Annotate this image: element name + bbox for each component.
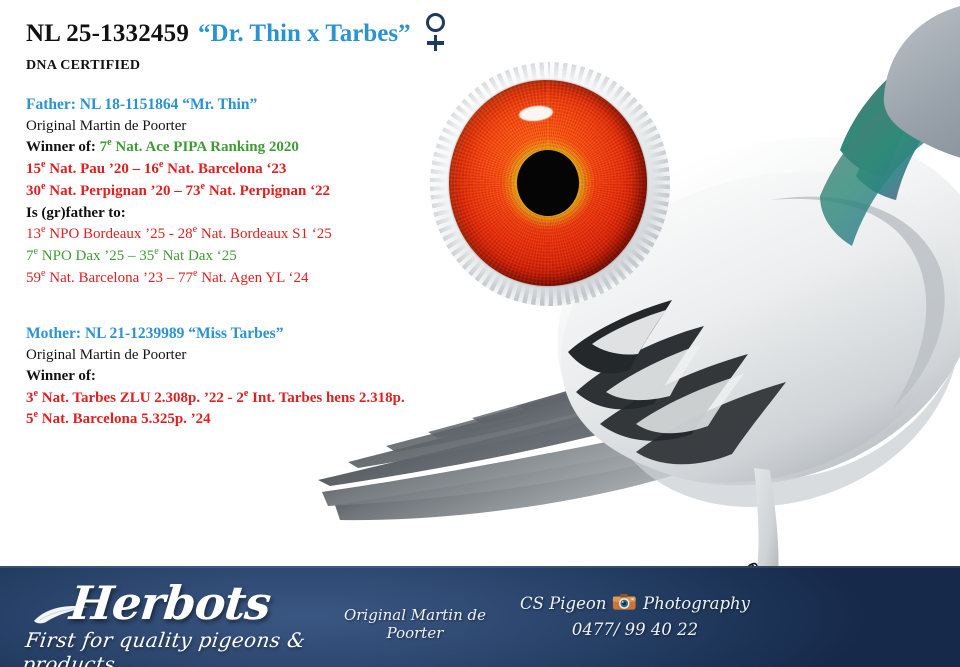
camera-icon xyxy=(612,593,637,613)
pedigree-text-panel: NL 25-1332459 “Dr. Thin x Tarbes” DNA CE… xyxy=(26,12,456,431)
bird-name: “Dr. Thin x Tarbes” xyxy=(198,20,411,47)
title-row: NL 25-1332459 “Dr. Thin x Tarbes” xyxy=(26,12,456,56)
ring-number: NL 25-1332459 xyxy=(26,20,190,47)
mother-heading: Mother: NL 21-1239989 “Miss Tarbes” xyxy=(26,324,284,342)
photographer-block: CS Pigeon Photography 0477/ 99 40 2 xyxy=(520,593,750,640)
father-winner-label: Winner of: xyxy=(26,139,96,156)
father-descendant-3: 59e Nat. Barcelona ’23 – 77e Nat. Agen Y… xyxy=(26,267,309,286)
father-winner-highlight: 7e Nat. Ace PIPA Ranking 2020 xyxy=(99,137,299,156)
footer-divider xyxy=(0,566,960,568)
father-result-2: 30e Nat. Perpignan ’20 – 73e Nat. Perpig… xyxy=(26,180,331,199)
eye-pupil xyxy=(517,150,579,216)
mother-result-1: 3e Nat. Tarbes ZLU 2.308p. ’22 - 2e Int.… xyxy=(26,387,405,406)
dna-certified-label: DNA CERTIFIED xyxy=(26,58,141,73)
photographer-name-post: Photography xyxy=(642,593,750,613)
photographer-name-row: CS Pigeon Photography xyxy=(520,593,750,613)
pigeon-eye-photo xyxy=(424,58,676,310)
father-winner-row: Winner of: 7e Nat. Ace PIPA Ranking 2020 xyxy=(26,137,456,159)
feather-icon xyxy=(32,604,90,626)
father-origin: Original Martin de Poorter xyxy=(26,118,187,134)
venus-female-icon xyxy=(422,12,452,56)
photo-credit: Original Martin de Poorter xyxy=(343,606,487,642)
photographer-phone: 0477/ 99 40 22 xyxy=(571,620,699,639)
footer-bar: Herbots First for quality pigeons & prod… xyxy=(0,566,960,667)
mother-result-2: 5e Nat. Barcelona 5.325p. ’24 xyxy=(26,409,211,428)
mother-origin: Original Martin de Poorter xyxy=(26,346,187,363)
photographer-name-pre: CS Pigeon xyxy=(520,593,607,613)
footer-background xyxy=(0,566,960,667)
mother-winner-label: Winner of: xyxy=(26,367,96,384)
father-result-1: 15e Nat. Pau ’20 – 16e Nat. Barcelona ‘2… xyxy=(26,159,287,178)
mother-block: Mother: NL 21-1239989 “Miss Tarbes” Orig… xyxy=(26,323,456,432)
father-descendant-2: 7e NPO Dax ’25 – 35e Nat Dax ‘25 xyxy=(26,246,237,265)
herbots-logo: Herbots First for quality pigeons & prod… xyxy=(21,574,324,667)
father-block: Father: NL 18-1151864 “Mr. Thin” Origina… xyxy=(26,94,456,290)
herbots-tagline: First for quality pigeons & products xyxy=(20,628,308,667)
eye-iris xyxy=(449,80,647,286)
father-grandfather-label: Is (gr)father to: xyxy=(26,204,126,221)
father-heading: Father: NL 18-1151864 “Mr. Thin” xyxy=(26,96,258,113)
father-descendant-1: 13e NPO Bordeaux ’25 - 28e Nat. Bordeaux… xyxy=(26,224,332,243)
herbots-wordmark: Herbots xyxy=(67,576,273,630)
